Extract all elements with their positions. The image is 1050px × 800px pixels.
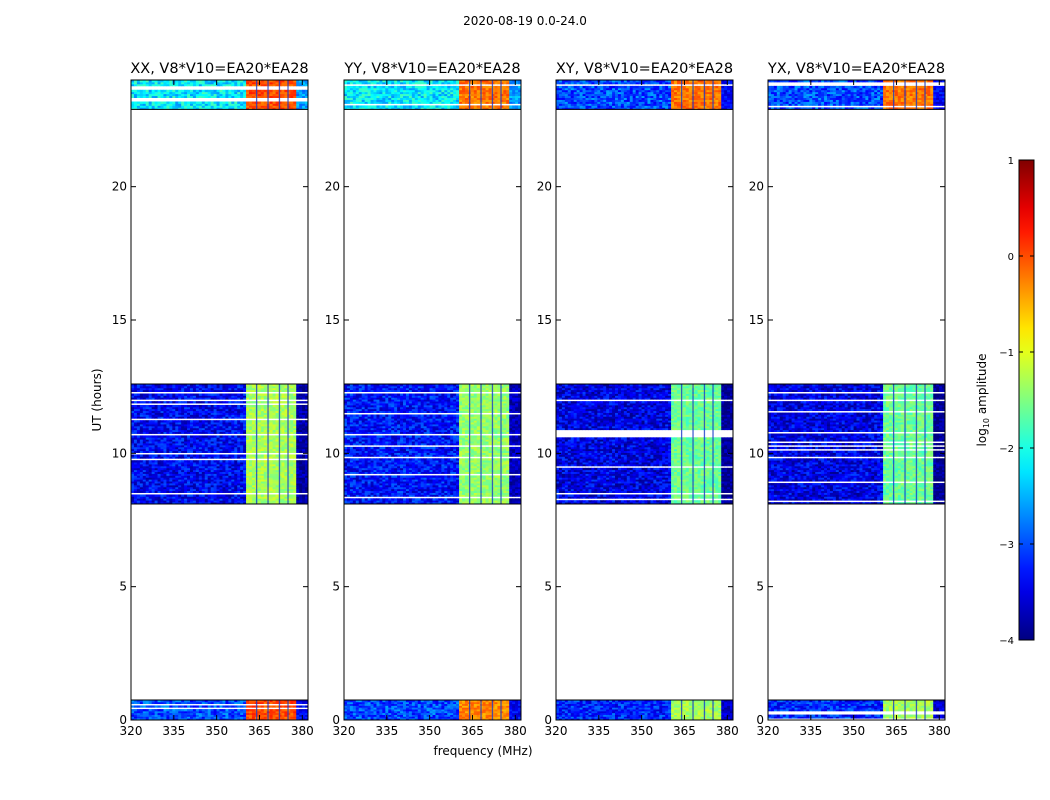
- y-tick-label: 0: [332, 713, 340, 727]
- x-tick-label: 350: [205, 724, 228, 738]
- x-tick-label: 320: [333, 724, 356, 738]
- y-tick-label: 5: [332, 580, 340, 594]
- x-tick-label: 380: [716, 724, 739, 738]
- colorbar-gradient: [1018, 159, 1035, 641]
- x-tick-label: 335: [799, 724, 822, 738]
- heatmap-cells: [344, 80, 521, 720]
- panel-title: YX, V8*V10=EA20*EA28: [767, 61, 945, 77]
- figure-suptitle: 2020-08-19 0.0-24.0: [463, 14, 587, 28]
- x-tick-label: 365: [885, 724, 908, 738]
- x-tick-label: 320: [757, 724, 780, 738]
- x-tick-label: 350: [630, 724, 653, 738]
- y-tick-label: 20: [537, 180, 552, 194]
- heatmap-panel-3: XY, V8*V10=EA20*EA28 320 335 350 365 380 0 5 10 1…: [537, 61, 739, 738]
- axes-frame: [130, 79, 309, 721]
- panel-title: YY, V8*V10=EA20*EA28: [343, 61, 520, 77]
- y-tick-label: 15: [112, 313, 127, 327]
- x-tick-label: 335: [375, 724, 398, 738]
- y-tick-label: 15: [537, 313, 552, 327]
- y-tick-label: 20: [749, 180, 764, 194]
- axes-frame: [343, 79, 522, 721]
- y-tick-label: 0: [756, 713, 764, 727]
- y-tick-label: 15: [749, 313, 764, 327]
- y-tick-label: 5: [756, 580, 764, 594]
- y-tick-label: 0: [119, 713, 127, 727]
- x-tick-label: 335: [587, 724, 610, 738]
- x-tick-label: 320: [545, 724, 568, 738]
- x-tick-label: 335: [162, 724, 185, 738]
- x-tick-label: 350: [842, 724, 865, 738]
- panel-title: XX, V8*V10=EA20*EA28: [130, 61, 308, 77]
- x-tick-label: 350: [418, 724, 441, 738]
- x-tick-label: 365: [461, 724, 484, 738]
- heatmap-panel-4: YX, V8*V10=EA20*EA28 320 335 350 365 380 0 5 10 1…: [749, 61, 951, 738]
- y-tick-label: 0: [544, 713, 552, 727]
- axes-frame: [767, 79, 946, 721]
- axes-frame: [555, 79, 734, 721]
- colorbar-tick-label: −3: [999, 540, 1014, 551]
- y-axis-label: UT (hours): [90, 368, 104, 431]
- x-tick-label: 380: [928, 724, 951, 738]
- colorbar-tick-label: 0: [1008, 252, 1014, 263]
- x-tick-label: 365: [248, 724, 271, 738]
- y-tick-label: 20: [112, 180, 127, 194]
- colorbar-label: log10 amplitude: [975, 354, 991, 447]
- panel-title: XY, V8*V10=EA20*EA28: [556, 61, 733, 77]
- y-tick-label: 10: [537, 446, 552, 460]
- colorbar-tick-label: −2: [999, 444, 1014, 455]
- heatmap-cells: [131, 80, 308, 720]
- y-tick-label: 5: [544, 580, 552, 594]
- y-tick-label: 20: [325, 180, 340, 194]
- y-tick-label: 10: [325, 446, 340, 460]
- y-tick-label: 10: [749, 446, 764, 460]
- colorbar-tick-label: 1: [1008, 156, 1014, 167]
- colorbar-tick-label: −4: [999, 636, 1014, 647]
- x-tick-label: 365: [673, 724, 696, 738]
- colorbar-tick-label: −1: [999, 348, 1014, 359]
- y-tick-label: 15: [325, 313, 340, 327]
- heatmap-cells: [768, 80, 945, 720]
- heatmap-cells: [556, 80, 733, 720]
- x-axis-label: frequency (MHz): [433, 744, 532, 758]
- colorbar: 1 0 −1 −2 −3 −4 log10 amplitude: [975, 156, 1035, 647]
- heatmap-panel-1: XX, V8*V10=EA20*EA28 320 335 350 365 380 0 5 10 1…: [112, 61, 314, 738]
- y-tick-label: 5: [119, 580, 127, 594]
- x-tick-label: 380: [504, 724, 527, 738]
- x-tick-label: 320: [120, 724, 143, 738]
- heatmap-panel-2: YY, V8*V10=EA20*EA28 320 335 350 365 380 0 5 10 1…: [325, 61, 527, 738]
- x-tick-label: 380: [291, 724, 314, 738]
- y-tick-label: 10: [112, 446, 127, 460]
